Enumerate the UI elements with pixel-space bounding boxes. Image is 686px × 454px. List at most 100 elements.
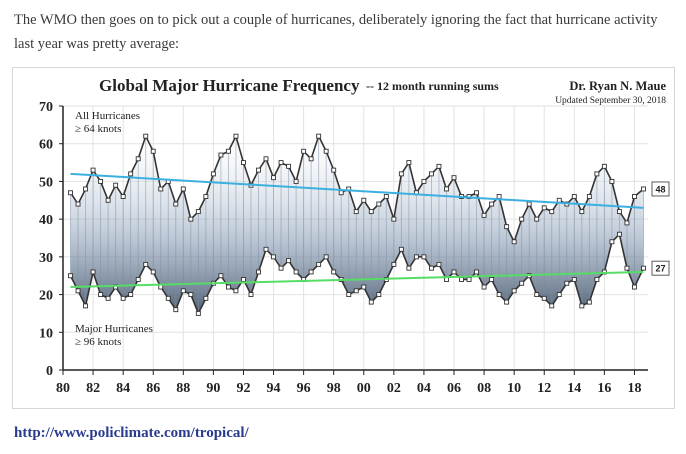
all-hurricanes-trend [70, 172, 644, 209]
x-tick-label: 88 [176, 381, 190, 396]
all-end-label-box [651, 181, 670, 197]
major-hurricanes-point [278, 265, 284, 271]
x-tick-label: 86 [146, 381, 160, 396]
x-tick-label: 84 [116, 381, 130, 396]
all-hurricanes-point [180, 186, 186, 192]
major-hurricanes-point [346, 292, 352, 298]
major-hurricanes-point [150, 269, 156, 275]
x-tick-label: 08 [477, 381, 491, 396]
x-tick-label: 16 [597, 381, 611, 396]
axes: 0 10 20 30 40 50 60 70 80 82 84 86 88 90 92 94 96 98 00 02 0… [39, 100, 648, 396]
all-hurricanes-point [641, 186, 646, 192]
major-hurricanes-point [195, 310, 201, 316]
all-hurricanes-point [286, 163, 292, 169]
major-hurricanes-point [256, 269, 261, 275]
major-hurricanes-point [489, 277, 495, 282]
all-hurricanes-point [624, 220, 630, 226]
y-tick-label: 40 [39, 213, 53, 228]
major-hurricanes-point [135, 277, 141, 282]
all-hurricanes-point [526, 201, 532, 207]
major-hurricanes-point [586, 299, 592, 305]
major-hurricanes-point [225, 284, 231, 290]
chart-labels: 48 27 All Hurricanes≥ 64 knots Major Hurric… [75, 110, 670, 348]
x-tick-label: 80 [56, 381, 70, 396]
major-hurricanes-point [474, 269, 480, 275]
all-hurricanes-point [406, 160, 412, 166]
all-hurricanes-point [398, 171, 404, 177]
x-tick-label: 18 [627, 381, 641, 396]
all-hurricanes-point [489, 201, 495, 207]
x-tick-label: 12 [537, 381, 551, 396]
all-hurricanes-point [143, 133, 149, 139]
all-hurricanes-point [203, 194, 209, 199]
all-hurricanes-point [188, 216, 194, 222]
band-area [70, 136, 644, 314]
major-hurricanes-point [271, 254, 276, 260]
major-hurricanes-point [391, 261, 397, 267]
source-link[interactable]: http://www.policlimate.com/tropical/ [14, 425, 249, 441]
major-hurricanes-point [594, 277, 600, 282]
all-hurricanes-point [579, 209, 585, 215]
all-hurricanes-point [451, 175, 457, 181]
x-tick-label: 06 [447, 381, 461, 396]
all-hurricanes-point [361, 197, 367, 203]
y-tick-label: 0 [46, 364, 53, 379]
x-tick-label: 96 [297, 381, 311, 396]
chart-updated: Updated September 30, 2018 [555, 96, 666, 106]
major-hurricanes-point [436, 261, 442, 267]
all-hurricanes-point [481, 212, 487, 218]
all-hurricanes-point [534, 216, 540, 222]
all-hurricanes-point [444, 186, 449, 192]
all-hurricanes-point [609, 178, 615, 184]
y-tick-label: 10 [39, 326, 53, 341]
major-hurricanes-point [504, 299, 510, 305]
major-hurricanes-point [248, 292, 254, 298]
major-hurricanes-point [549, 303, 555, 309]
major-hurricanes-point [120, 295, 126, 301]
major-hurricanes-point [368, 299, 374, 305]
chart-author: Dr. Ryan N. Maue [569, 79, 666, 93]
all-hurricanes-point [233, 133, 239, 139]
all-hurricanes-point [616, 209, 622, 215]
major-hurricanes-point [571, 277, 577, 282]
all-hurricanes-point [218, 152, 224, 158]
all-hurricanes-point [256, 167, 261, 173]
all-hurricanes-point [225, 148, 231, 154]
major-hurricanes-point [616, 231, 622, 237]
all-hurricanes-point [338, 190, 344, 196]
major-hurricanes-point [68, 273, 73, 279]
x-tick-label: 00 [357, 381, 371, 396]
all-hurricanes-point [549, 209, 555, 215]
major-hurricanes-annotation-line-1: Major Hurricanes [75, 323, 153, 335]
x-tick-label: 92 [236, 381, 250, 396]
major-hurricanes-point [331, 269, 337, 275]
all-hurricanes-point [75, 201, 81, 207]
all-hurricanes-point [241, 160, 246, 166]
all-hurricanes-point [316, 133, 322, 139]
all-hurricanes-annotation-line-1: All Hurricanes [75, 110, 140, 122]
all-hurricanes-point [391, 216, 397, 222]
major-hurricanes-point [641, 265, 646, 271]
all-hurricanes-point [474, 190, 480, 196]
major-hurricanes-point [624, 265, 630, 271]
all-hurricanes-point [263, 156, 269, 162]
chart-frame: Global Major Hurricane Frequency -- 12 m… [12, 67, 675, 409]
all-hurricanes-annotation-line-2: ≥ 64 knots [75, 123, 121, 135]
all-hurricanes-point [428, 171, 434, 177]
all-hurricanes-point [113, 182, 119, 188]
major-hurricanes-point [143, 261, 149, 267]
y-tick-label: 50 [39, 175, 53, 190]
major-hurricanes-point [323, 254, 329, 260]
chart-title: Global Major Hurricane Frequency [99, 76, 360, 95]
all-hurricanes-point [556, 197, 562, 203]
x-tick-label: 10 [507, 381, 521, 396]
major-hurricanes-point [241, 277, 246, 282]
x-tick-label: 94 [267, 381, 281, 396]
major-hurricanes-point [632, 284, 637, 290]
major-hurricanes-point [308, 269, 314, 275]
all-hurricanes-point [632, 194, 637, 199]
major-hurricanes-point [564, 280, 570, 286]
all-hurricanes-point [98, 178, 104, 184]
series-lines [68, 133, 646, 316]
y-tick-label: 30 [39, 251, 53, 266]
